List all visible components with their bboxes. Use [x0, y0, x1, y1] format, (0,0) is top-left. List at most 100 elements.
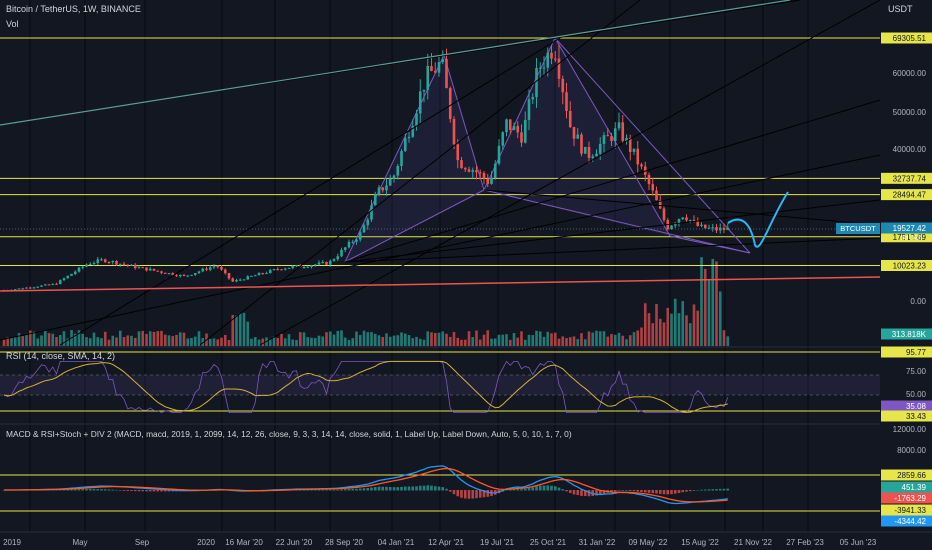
trend-lines[interactable] [0, 0, 881, 346]
volume-bar [310, 337, 313, 346]
candle-body [490, 177, 493, 184]
volume-bar [482, 334, 486, 346]
volume-bar [208, 339, 212, 346]
macd-histogram-bar [692, 490, 696, 491]
macd-histogram-bar [115, 489, 118, 491]
candle-body [625, 137, 628, 141]
volume-bar [163, 334, 167, 346]
volume-bar [197, 331, 201, 346]
macd-histogram-bar [587, 490, 591, 497]
macd-histogram-bar [163, 490, 167, 492]
macd-histogram-bar [655, 490, 658, 494]
macd-histogram-bar [535, 486, 538, 491]
rsi-label[interactable]: RSI (14, close, SMA, 14, 2) [6, 351, 116, 361]
volume-bar [486, 330, 490, 346]
rsi-band [0, 375, 880, 395]
macd-histogram-bar [598, 490, 602, 495]
volume-bar [426, 331, 430, 346]
macd-histogram-bar [137, 490, 141, 492]
candle-body [246, 276, 250, 280]
macd-histogram-bar [632, 490, 636, 492]
candle-body [456, 144, 460, 161]
candle-body [122, 263, 126, 265]
macd-histogram-bar [703, 489, 707, 491]
candle-body [73, 271, 77, 274]
macd-histogram-bar [441, 487, 445, 491]
volume-bar [722, 330, 726, 346]
price-axis[interactable]: 60000.00 50000.00 40000.00 0.00 69305.51 3273… [836, 0, 932, 532]
macd-histogram-bar [160, 490, 163, 492]
macd-histogram-bar [583, 490, 587, 497]
time-tick-label: Sep [135, 538, 150, 547]
volume-bar [640, 327, 643, 346]
macd-histogram-bar [433, 486, 437, 491]
volume-bar [328, 331, 332, 346]
rsi-value-label: 35.08 [906, 402, 927, 411]
volume-bar [493, 338, 497, 346]
candle-body [167, 273, 171, 275]
volume-bars [2, 257, 730, 346]
volume-bar [133, 337, 137, 346]
volume-bar [490, 338, 493, 346]
volume-tag [881, 328, 932, 340]
candle-body [505, 119, 508, 133]
candle-body [216, 266, 220, 268]
volume-bar [715, 261, 718, 346]
macd-histogram-bar [313, 489, 317, 491]
pattern-leg [554, 37, 751, 254]
candle-body [602, 135, 606, 144]
trend-line [59, 37, 561, 346]
candle-body [561, 78, 565, 93]
volume-bar [707, 280, 711, 346]
volume-bar [415, 336, 418, 346]
volume-bar [385, 333, 388, 346]
candle-body [343, 247, 347, 250]
volume-bar [2, 339, 6, 346]
macd-label[interactable]: MACD & RSI+Stoch + DIV 2 (MACD, macd, 20… [6, 429, 572, 439]
candle-body [501, 132, 505, 146]
candle-body [340, 249, 343, 257]
macd-histogram-bar [685, 490, 688, 492]
volume-bar [126, 335, 130, 346]
macd-panel[interactable] [2, 465, 730, 505]
volume-bar [681, 301, 685, 346]
candle-body [17, 288, 21, 290]
volume-bar [96, 337, 100, 346]
macd-histogram-bar [100, 489, 103, 491]
volume-bar [253, 337, 257, 346]
candle-body [291, 266, 295, 268]
candle-body [332, 259, 336, 261]
candle-body [418, 91, 422, 114]
candle-body [208, 267, 212, 270]
candle-body [283, 268, 287, 270]
rsi-panel[interactable] [0, 360, 880, 414]
symbol-title[interactable]: Bitcoin / TetherUS, 1W, BINANCE [6, 4, 141, 14]
candle-body [403, 138, 407, 152]
candle-body [88, 263, 92, 265]
macd-histogram-bar [96, 489, 100, 491]
macd-value-tag [881, 469, 932, 481]
macd-histogram-bar [561, 489, 565, 491]
trend-line [483, 189, 881, 226]
volume-bar [553, 332, 557, 346]
candle-body [516, 125, 520, 133]
horizontal-levels[interactable] [0, 37, 880, 512]
price-candles[interactable] [2, 44, 730, 292]
volume-bar [688, 323, 692, 346]
time-tick-label: 16 Mar '20 [225, 538, 263, 547]
price-level-label: 17512.69 [893, 233, 927, 242]
candle-body [718, 227, 722, 231]
macd-histogram-bar [595, 490, 598, 496]
volume-bar [325, 332, 328, 346]
candle-body [685, 217, 688, 221]
macd-histogram-bar [325, 489, 328, 491]
macd-histogram-bar [610, 490, 613, 493]
volume-bar [115, 337, 118, 346]
candle-body [388, 178, 392, 186]
volume-bar [257, 339, 261, 346]
volume-bar [88, 338, 92, 346]
volume-bar [542, 336, 546, 346]
macd-value-tag [881, 481, 932, 493]
time-axis[interactable]: 2019 May Sep 2020 16 Mar '20 22 Jun '20 28 Sep… [0, 531, 932, 550]
